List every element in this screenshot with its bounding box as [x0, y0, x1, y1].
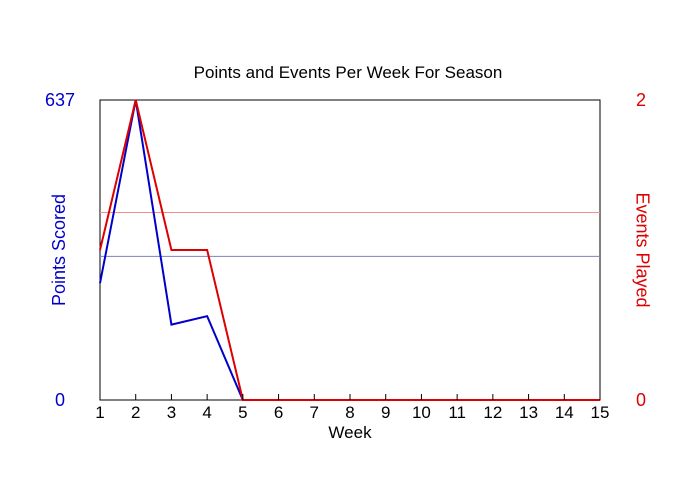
- left-axis-label: Points Scored: [49, 194, 69, 306]
- x-tick-label: 3: [167, 403, 176, 422]
- x-tick-label: 11: [448, 403, 466, 422]
- x-tick-label: 15: [591, 403, 610, 422]
- x-tick-label: 10: [412, 403, 431, 422]
- x-axis-label: Week: [328, 423, 372, 442]
- x-axis-ticks: 1 2 3 4 5 6 7 8 9 10 11 12 13 14 15: [95, 394, 609, 422]
- x-tick-label: 4: [202, 403, 211, 422]
- chart-title: Points and Events Per Week For Season: [194, 63, 503, 82]
- x-tick-label: 7: [310, 403, 319, 422]
- average-lines: [100, 212, 600, 257]
- x-tick-label: 6: [274, 403, 283, 422]
- right-axis-label: Events Played: [632, 192, 652, 307]
- x-tick-label: 9: [381, 403, 390, 422]
- right-axis-top-tick: 2: [636, 90, 646, 110]
- left-axis-top-tick: 637: [45, 90, 75, 110]
- left-axis-bottom-tick: 0: [55, 390, 65, 410]
- right-axis-bottom-tick: 0: [636, 390, 646, 410]
- x-tick-label: 8: [345, 403, 354, 422]
- x-tick-label: 5: [238, 403, 247, 422]
- x-tick-label: 13: [519, 403, 538, 422]
- x-tick-label: 12: [483, 403, 502, 422]
- x-tick-label: 14: [555, 403, 574, 422]
- x-tick-label: 1: [95, 403, 104, 422]
- x-tick-label: 2: [131, 403, 140, 422]
